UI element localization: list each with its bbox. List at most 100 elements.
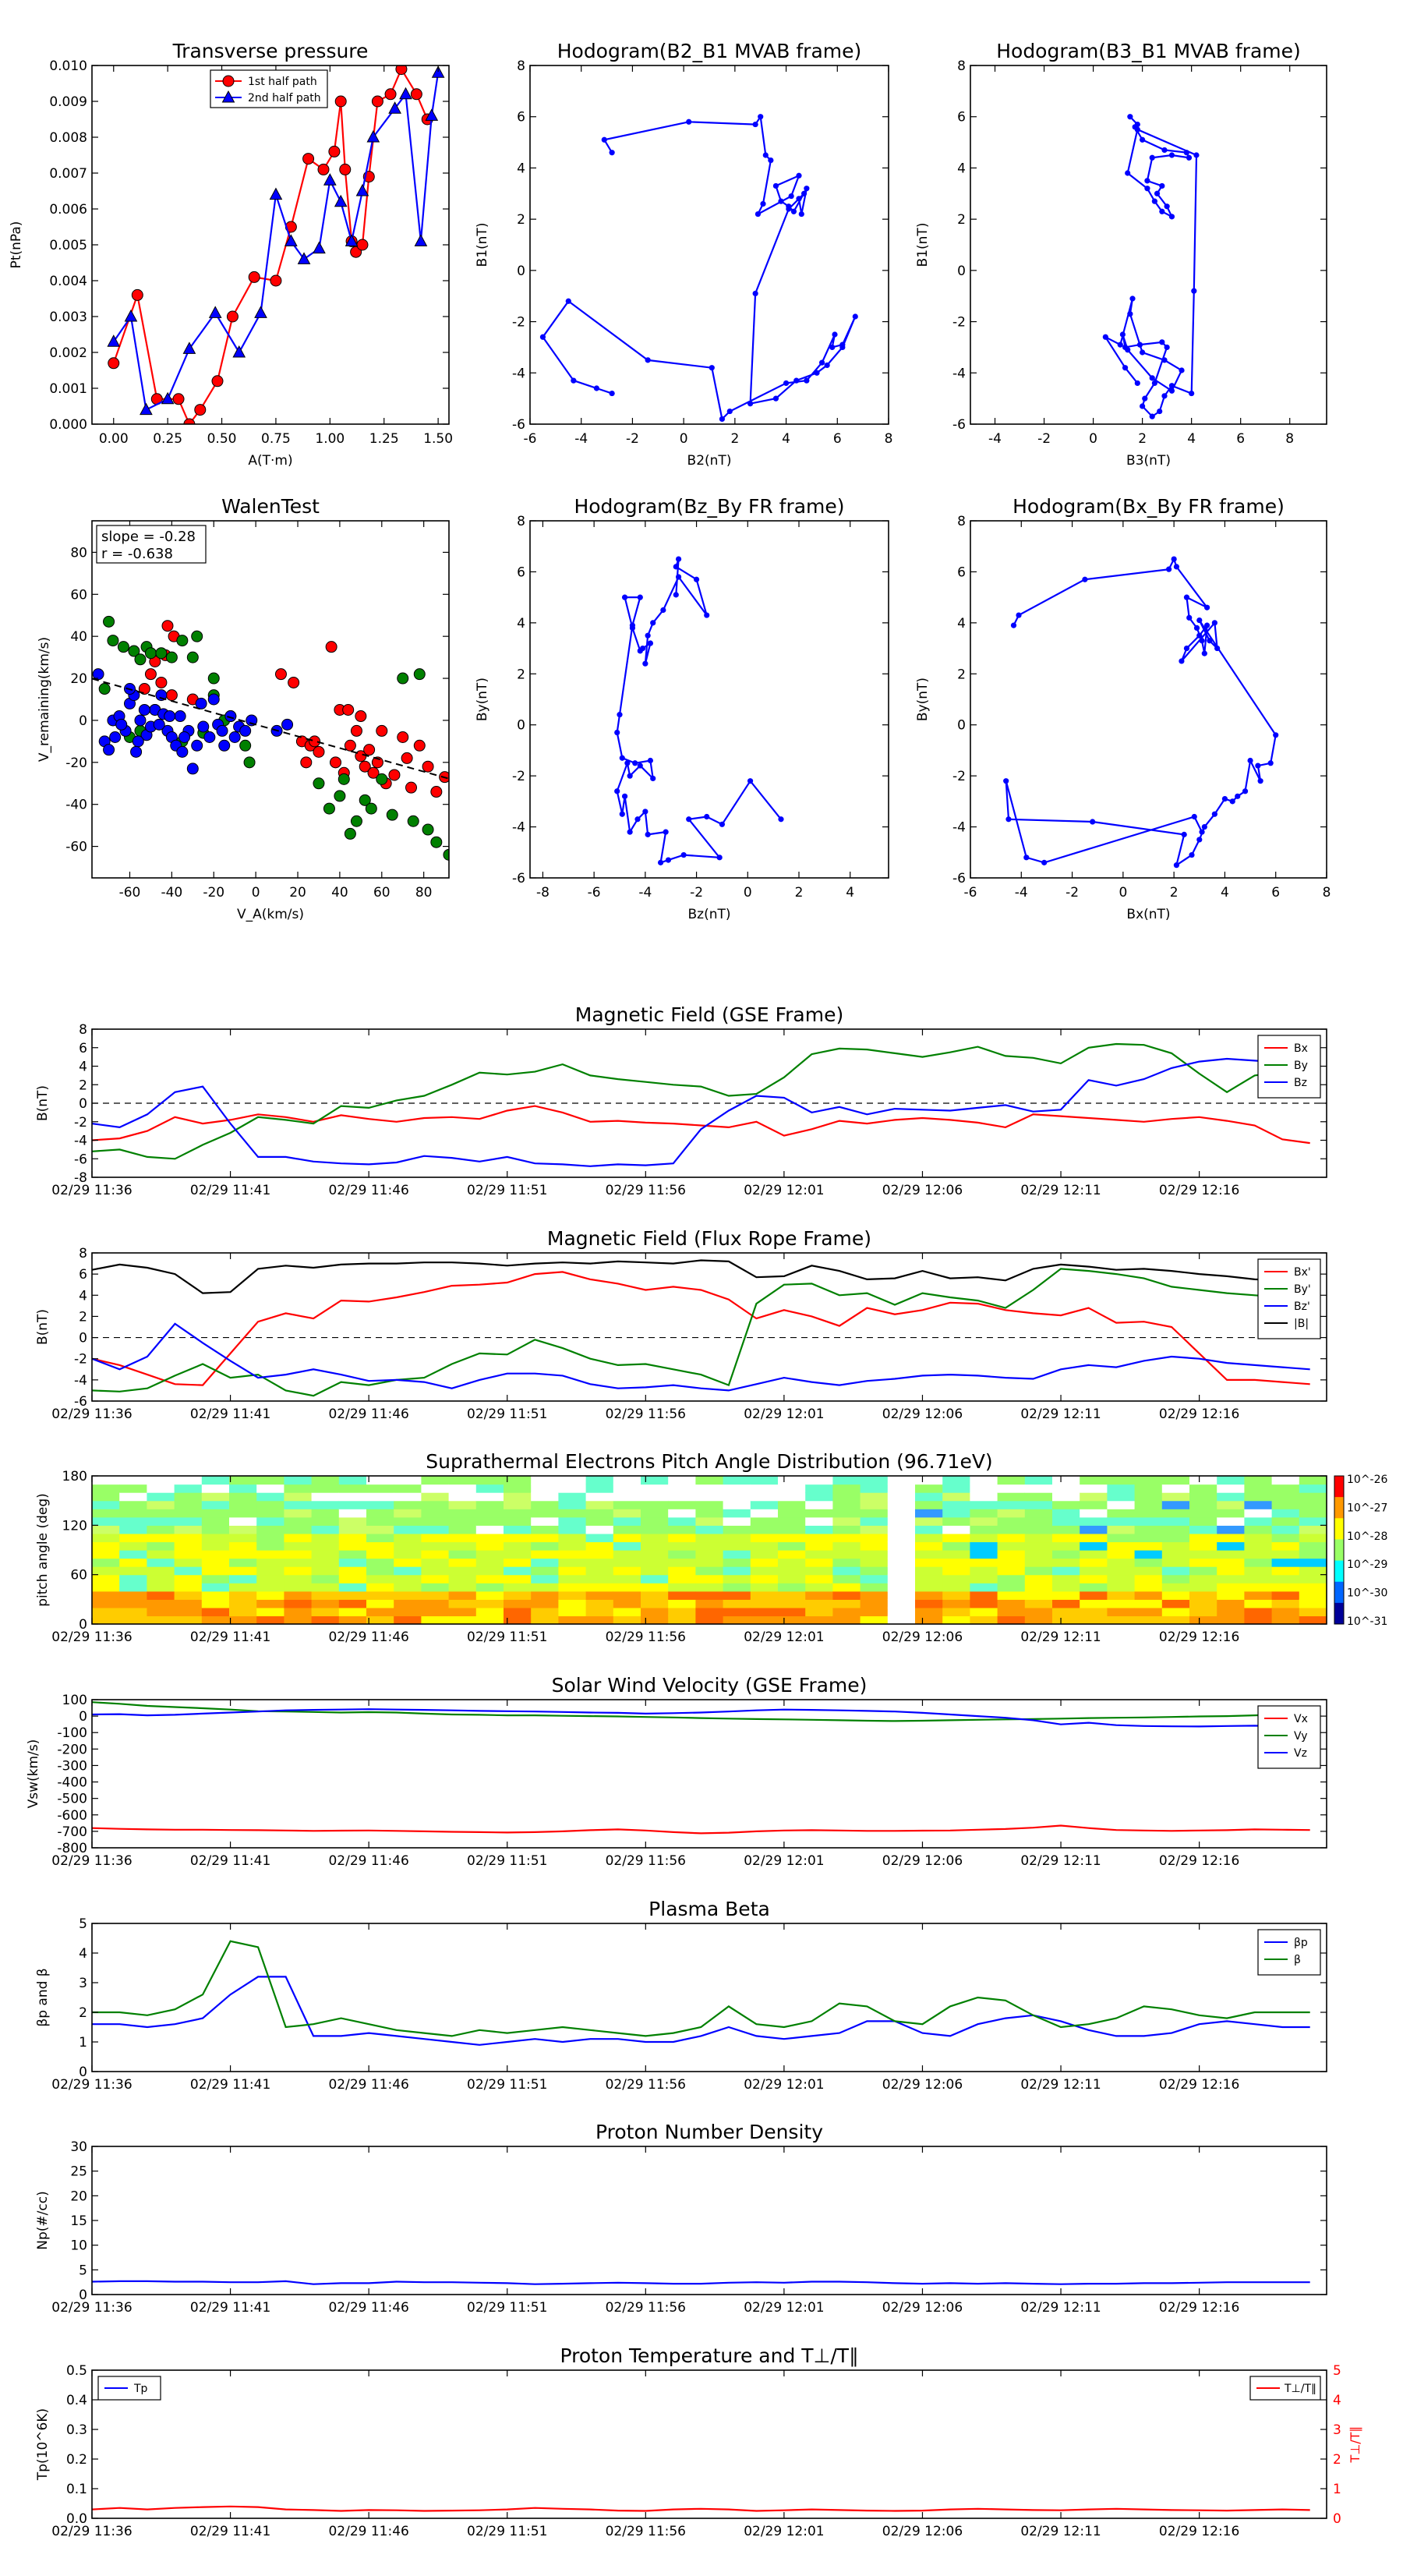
hzy-data-point (645, 831, 651, 837)
pad-cell (1299, 1607, 1327, 1617)
h21-xtick-label: 8 (885, 431, 893, 447)
pt-data-point (183, 418, 196, 424)
pad-title: Suprathermal Electrons Pitch Angle Distr… (426, 1450, 992, 1473)
pad-cell (1189, 1599, 1217, 1608)
pt-ytick-label: 0.006 (49, 202, 87, 218)
pad-cell (475, 1574, 504, 1583)
h31-data-point (1157, 408, 1163, 415)
pad-cell (997, 1516, 1026, 1526)
pad-cell (1161, 1525, 1190, 1534)
hzy-data-point (642, 809, 648, 815)
mag_gse-legend-label: By (1294, 1060, 1308, 1072)
pad-cell (641, 1558, 669, 1567)
tp-ytick-label: 0.2 (66, 2452, 87, 2468)
pad-cell (1107, 1558, 1136, 1567)
h21-data-point (593, 385, 600, 391)
h21-data-point (571, 377, 577, 384)
mag_fr-legend-label: By' (1294, 1283, 1311, 1296)
pad-cell (421, 1550, 450, 1559)
pad-cell (942, 1492, 970, 1502)
pad-cell (1161, 1607, 1190, 1617)
pad-cell (942, 1509, 970, 1518)
hzy-chart: Hodogram(Bz_By FR frame) -6 -4 -2 0 2 4 6 8 -8 -6 -… (475, 495, 889, 922)
hxy-data-point (1199, 829, 1205, 835)
pad-cell (504, 1492, 532, 1502)
vsw-time-label: 02/29 12:06 (882, 1853, 963, 1869)
pad-cell (750, 1476, 779, 1485)
pad-cell (860, 1599, 889, 1608)
pt-data-point (339, 163, 352, 175)
pad-cell (778, 1607, 806, 1617)
mag_gse-ytick-label: -8 (74, 1170, 87, 1186)
h31-data-point (1142, 395, 1148, 402)
pad-cell (531, 1533, 559, 1543)
pad-cell (1107, 1607, 1136, 1617)
pad-cell (723, 1574, 751, 1583)
pad-cell (504, 1599, 532, 1608)
pad-cell (448, 1500, 477, 1509)
pad-cell (778, 1516, 806, 1526)
pad-cell (585, 1525, 614, 1534)
pad-cell (229, 1533, 257, 1543)
h21-data-point (686, 119, 692, 125)
vsw-ytick-label: 0 (79, 1709, 87, 1725)
pad-cell (641, 1574, 669, 1583)
pad-ytick-label: 0 (79, 1617, 87, 1633)
mag_gse-legend: Bx By Bz (1257, 1035, 1321, 1099)
pad-cell (970, 1484, 998, 1493)
pad-cell (558, 1599, 587, 1608)
pad-cell (174, 1500, 203, 1509)
pt-xtick-label: 0.50 (207, 431, 237, 447)
pad-cell (695, 1500, 724, 1509)
pad-cell (531, 1599, 559, 1608)
h31-data-point (1151, 198, 1157, 204)
pad-cell (256, 1509, 284, 1518)
tp-ytick-label: 0.5 (66, 2363, 87, 2379)
pad-cell (284, 1574, 313, 1583)
pad-cell (558, 1525, 587, 1534)
pad-cell (585, 1558, 614, 1567)
h21-data-point (852, 313, 858, 320)
hzy-data-point (660, 607, 666, 614)
pad-cell (723, 1492, 751, 1502)
pad-cell (421, 1492, 450, 1502)
walen-data-point (176, 635, 189, 647)
hxy-ytick-label: -2 (952, 769, 966, 784)
hxy-data-point (1016, 612, 1022, 618)
pad-cell (585, 1615, 614, 1624)
vsw-ytick-label: -700 (57, 1824, 87, 1840)
pad-cell (668, 1484, 696, 1493)
mag_gse-ytick-label: -2 (74, 1115, 87, 1131)
pad-cell (475, 1500, 504, 1509)
pad-cell (805, 1484, 833, 1493)
h31-data-point (1149, 413, 1155, 419)
walen-data-point (371, 756, 383, 769)
pad-cell (338, 1566, 367, 1576)
pad-cell (915, 1607, 943, 1617)
walen-data-point (313, 777, 325, 790)
pad-cell (366, 1492, 394, 1502)
pad-cell (366, 1509, 394, 1518)
pad-cell (284, 1550, 313, 1559)
pad-colorbar-label: 10^-28 (1347, 1530, 1387, 1543)
tp-legend-right: T⊥/T∥ (1249, 2376, 1321, 2401)
mag_fr-time-label: 02/29 11:51 (467, 1407, 547, 1422)
pad-cell (1271, 1558, 1300, 1567)
mag_fr-ytick-label: 4 (79, 1288, 87, 1304)
pad-cell (504, 1484, 532, 1493)
mag_fr-time-label: 02/29 12:16 (1159, 1407, 1239, 1422)
walen-data-point (115, 718, 128, 731)
pad-cell (92, 1525, 120, 1534)
hxy-data-point (1041, 859, 1048, 865)
pad-cell (723, 1484, 751, 1493)
hzy-data-point (637, 648, 643, 654)
pad-cell (915, 1533, 943, 1543)
pad-cell (723, 1476, 751, 1485)
pad-cell (1134, 1500, 1163, 1509)
h31-ylabel: B1(nT) (915, 223, 931, 267)
pad-cell (1244, 1583, 1273, 1592)
pad-cell (695, 1476, 724, 1485)
pad-cell (1161, 1550, 1190, 1559)
pad-cell (695, 1591, 724, 1600)
